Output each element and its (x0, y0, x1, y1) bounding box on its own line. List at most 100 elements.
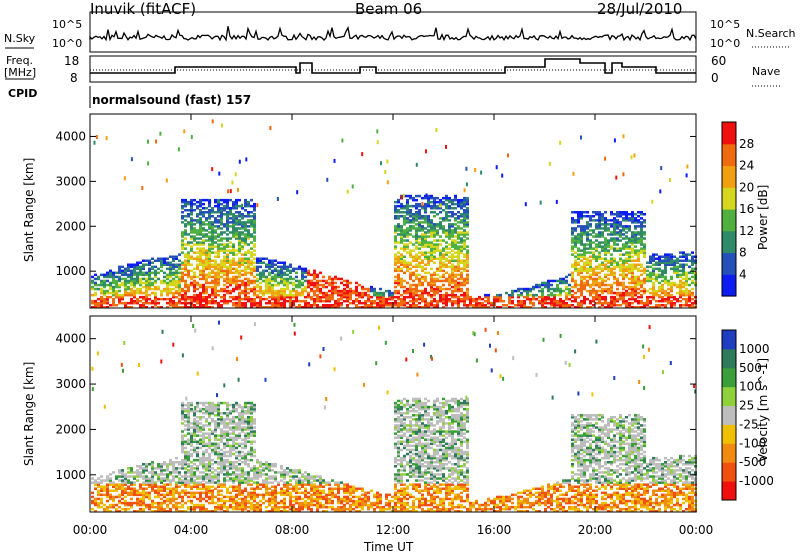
velocity-cell (190, 403, 193, 407)
power-cell (229, 271, 232, 275)
power-cell (199, 301, 202, 305)
power-cell (457, 277, 460, 281)
power-cell (433, 299, 436, 303)
power-cell (397, 255, 400, 258)
power-cell (643, 279, 646, 283)
velocity-cell (205, 477, 208, 480)
power-cell (145, 291, 148, 295)
power-cell (550, 283, 553, 287)
power-cell (277, 304, 280, 307)
power-cell (385, 304, 388, 307)
power-cell (607, 249, 610, 252)
power-cell (688, 291, 691, 295)
power-cell (601, 219, 604, 222)
power-cell (424, 245, 427, 248)
power-cell (427, 204, 430, 208)
power-cell (394, 200, 397, 204)
power-cell (334, 304, 337, 307)
velocity-cell (205, 495, 208, 499)
power-cell (634, 253, 637, 256)
velocity-cell (202, 505, 205, 509)
power-cell (421, 225, 424, 228)
power-cell (244, 241, 247, 244)
power-cell (640, 306, 643, 309)
power-cell (436, 223, 439, 226)
power-cell (466, 196, 469, 200)
velocity-cell (133, 491, 136, 495)
power-cell (610, 291, 613, 295)
power-cell (658, 259, 661, 262)
power-cell (355, 281, 358, 285)
power-cell (147, 161, 150, 166)
power-cell (586, 223, 589, 226)
power-cell (643, 271, 646, 275)
velocity-cell (130, 497, 133, 501)
velocity-cell (196, 405, 199, 409)
power-cell (208, 225, 211, 228)
power-cell (430, 281, 433, 285)
power-cell (202, 207, 205, 210)
power-cell (598, 257, 601, 260)
power-cell (181, 241, 184, 244)
velocity-cell (199, 422, 202, 425)
power-cell (691, 267, 694, 271)
velocity-cell (178, 485, 181, 488)
velocity-cell (202, 463, 205, 466)
power-cell (328, 283, 331, 287)
power-cell (190, 219, 193, 222)
power-cell (370, 285, 373, 289)
velocity-cell (106, 493, 109, 497)
power-cell (97, 301, 100, 305)
power-cell (310, 295, 313, 299)
power-cell (430, 223, 433, 226)
power-cell (325, 285, 328, 289)
power-cell (409, 204, 412, 208)
power-cell (673, 281, 676, 285)
power-cell (166, 289, 169, 293)
power-cell (439, 261, 442, 264)
power-cell (568, 287, 571, 291)
power-cell (340, 301, 343, 305)
power-cell (433, 255, 436, 258)
power-cell (454, 227, 457, 230)
velocity-cell (169, 487, 172, 490)
power-cell (448, 204, 451, 208)
power-cell (628, 219, 631, 222)
power-cell (457, 257, 460, 260)
velocity-cell (208, 401, 211, 405)
power-cell (142, 291, 145, 295)
power-cell (208, 306, 211, 309)
power-cell (106, 297, 109, 301)
power-cell (262, 293, 265, 297)
power-cell (217, 219, 220, 222)
velocity-cell (115, 507, 118, 511)
power-cell (208, 245, 211, 248)
power-cell (250, 247, 253, 250)
power-cell (574, 243, 577, 246)
power-cell (589, 275, 592, 279)
power-cell (241, 306, 244, 309)
velocity-cell (202, 503, 205, 507)
power-cell (424, 235, 427, 238)
power-cell (202, 295, 205, 299)
power-cell (466, 213, 469, 216)
power-cell (619, 235, 622, 238)
power-cell (238, 263, 241, 266)
power-cell (205, 291, 208, 295)
power-cell (670, 275, 673, 279)
power-cell (577, 215, 580, 218)
power-cell (628, 285, 631, 289)
power-cell (130, 291, 133, 295)
power-cell (229, 265, 232, 269)
velocity-cell (184, 414, 187, 417)
power-cell (412, 291, 415, 295)
power-cell (412, 301, 415, 305)
power-cell (571, 295, 574, 299)
power-cell (316, 281, 319, 285)
power-cell (127, 293, 130, 297)
power-cell (643, 213, 646, 216)
power-cell (328, 306, 331, 309)
power-cell (160, 265, 163, 269)
power-cell (580, 233, 583, 236)
power-cell (631, 271, 634, 275)
